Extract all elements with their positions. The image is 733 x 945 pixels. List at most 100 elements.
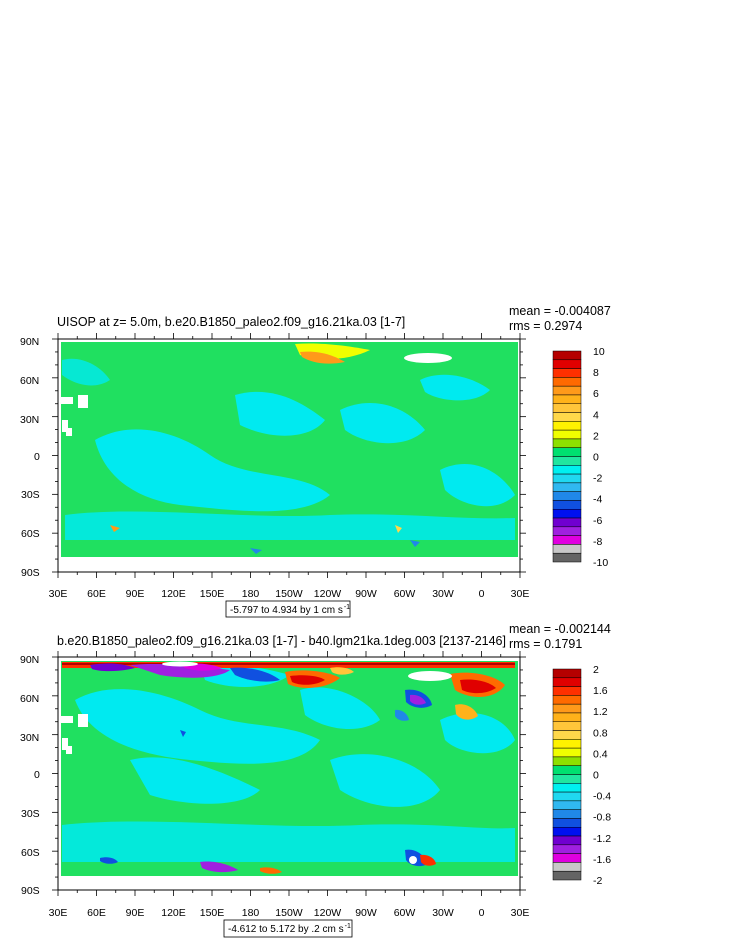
x-tick-label: 60W bbox=[394, 588, 416, 600]
colorbar-label: 0.8 bbox=[593, 727, 608, 739]
colorbar-label: 0 bbox=[593, 452, 599, 464]
x-tick-label: 150E bbox=[200, 907, 225, 919]
colorbar-swatch bbox=[552, 712, 582, 722]
y-tick-label: 60N bbox=[20, 693, 39, 705]
colorbar-swatch bbox=[552, 535, 582, 545]
colorbar-label: 1.2 bbox=[593, 706, 608, 718]
colorbar-swatch bbox=[552, 747, 582, 758]
colorbar-swatch bbox=[552, 385, 582, 396]
x-tick-label: 30W bbox=[432, 907, 454, 919]
x-tick-label: 150W bbox=[275, 907, 303, 919]
colorbar-swatch bbox=[552, 756, 582, 766]
colorbar-swatch bbox=[552, 438, 582, 448]
colorbar-swatch bbox=[552, 739, 582, 749]
colorbar-label: 0 bbox=[593, 770, 599, 782]
panel-2-rms: rms = 0.1791 bbox=[509, 637, 582, 651]
y-tick-label: 0 bbox=[34, 769, 40, 781]
y-tick-label: 90S bbox=[21, 567, 40, 579]
contour-info-text: -4.612 to 5.172 by .2 cm s bbox=[228, 924, 344, 935]
colorbar-swatch bbox=[552, 668, 582, 679]
x-tick-label: 180 bbox=[242, 907, 260, 919]
x-tick-label: 90W bbox=[355, 588, 377, 600]
y-tick-label: 60N bbox=[20, 375, 39, 387]
x-tick-label: 0 bbox=[479, 907, 485, 919]
colorbar-swatch bbox=[552, 552, 582, 563]
colorbar-label: -2 bbox=[593, 473, 602, 485]
colorbar-label: -1.2 bbox=[593, 833, 611, 845]
y-tick-label: 90N bbox=[20, 336, 39, 348]
colorbar-label: 0.4 bbox=[593, 748, 608, 760]
panel-2-contour-info: -4.612 to 5.172 by .2 cm s-1 bbox=[223, 919, 353, 938]
x-tick-label: 30E bbox=[511, 907, 530, 919]
x-tick-label: 120W bbox=[314, 588, 342, 600]
x-tick-label: 150W bbox=[275, 588, 303, 600]
colorbar-label: -2 bbox=[593, 875, 602, 887]
x-tick-label: 30W bbox=[432, 588, 454, 600]
panel-1-y-ticks: 90N 60N 30N 0 30S 60S 90S bbox=[20, 336, 40, 579]
panel-1-contour-info: -5.797 to 4.934 by 1 cm s-1 bbox=[225, 600, 351, 618]
y-tick-label: 30S bbox=[21, 489, 40, 501]
x-tick-label: 120E bbox=[161, 588, 186, 600]
x-tick-label: 120W bbox=[314, 907, 342, 919]
colorbar-swatch bbox=[552, 456, 582, 466]
colorbar-label: 4 bbox=[593, 409, 599, 421]
colorbar-label: 10 bbox=[593, 346, 605, 358]
colorbar-swatch bbox=[552, 686, 582, 696]
colorbar-swatch bbox=[552, 862, 582, 872]
colorbar-swatch bbox=[552, 721, 582, 731]
colorbar-swatch bbox=[552, 818, 582, 828]
colorbar-swatch bbox=[552, 447, 582, 457]
colorbar-label: -8 bbox=[593, 536, 602, 548]
colorbar-label: 2 bbox=[593, 664, 599, 676]
panel-1-map bbox=[52, 333, 526, 578]
panel-1-mean: mean = -0.004087 bbox=[509, 304, 611, 318]
y-tick-label: 0 bbox=[34, 451, 40, 463]
y-tick-label: 30N bbox=[20, 732, 39, 744]
panel-1-title: UISOP at z= 5.0m, b.e20.B1850_paleo2.f09… bbox=[57, 315, 405, 329]
x-tick-label: 30E bbox=[511, 588, 530, 600]
panel-2-map bbox=[52, 651, 526, 896]
contour-info-exponent: -1 bbox=[345, 923, 351, 930]
colorbar-swatch bbox=[552, 695, 582, 705]
colorbar-swatch bbox=[552, 429, 582, 440]
y-tick-label: 90N bbox=[20, 654, 39, 666]
x-tick-label: 0 bbox=[479, 588, 485, 600]
y-tick-label: 30S bbox=[21, 808, 40, 820]
colorbar-swatch bbox=[552, 394, 582, 405]
colorbar-swatch bbox=[552, 482, 582, 492]
panel-1: UISOP at z= 5.0m, b.e20.B1850_paleo2.f09… bbox=[20, 304, 611, 618]
x-tick-label: 90W bbox=[355, 907, 377, 919]
contour-info-exponent: -1 bbox=[344, 604, 350, 611]
y-tick-label: 60S bbox=[21, 528, 40, 540]
x-tick-label: 60W bbox=[394, 907, 416, 919]
colorbar-swatch bbox=[552, 526, 582, 536]
colorbar-swatch bbox=[552, 412, 582, 422]
x-tick-label: 90E bbox=[126, 907, 145, 919]
colorbar-label: 6 bbox=[593, 388, 599, 400]
panel-2-x-ticks: 30E 60E 90E 120E 150E 180 150W 120W 90W … bbox=[49, 907, 530, 919]
colorbar-swatch bbox=[552, 774, 582, 784]
colorbar-swatch bbox=[552, 544, 582, 554]
colorbar-swatch bbox=[552, 500, 582, 510]
colorbar-swatch bbox=[552, 421, 582, 431]
x-tick-label: 60E bbox=[87, 907, 106, 919]
colorbar-swatch bbox=[552, 403, 582, 413]
x-tick-label: 90E bbox=[126, 588, 145, 600]
svg-text:-5.797 to 4.934 by 1 cm s-1: -5.797 to 4.934 by 1 cm s-1 bbox=[230, 604, 350, 616]
colorbar-swatch bbox=[552, 800, 582, 810]
panel-2: b.e20.B1850_paleo2.f09_g16.21ka.03 [1-7]… bbox=[20, 622, 611, 938]
colorbar-label: -10 bbox=[593, 557, 608, 569]
colorbar-swatch bbox=[552, 730, 582, 740]
colorbar-label: -0.8 bbox=[593, 812, 611, 824]
panel-1-x-ticks: 30E 60E 90E 120E 150E 180 150W 120W 90W … bbox=[49, 588, 530, 600]
y-tick-label: 60S bbox=[21, 847, 40, 859]
panel-2-colorbar: 2 1.6 1.2 0.8 0.4 0 -0.4 -0.8 -1.2 -1.6 -2 bbox=[552, 664, 611, 887]
contour-info-text: -5.797 to 4.934 by 1 cm s bbox=[230, 605, 343, 616]
colorbar-swatch bbox=[552, 827, 582, 837]
colorbar-swatch bbox=[552, 835, 582, 846]
colorbar-swatch bbox=[552, 783, 582, 793]
colorbar-label: -1.6 bbox=[593, 854, 611, 866]
panel-2-y-ticks: 90N 60N 30N 0 30S 60S 90S bbox=[20, 654, 40, 897]
colorbar-swatch bbox=[552, 870, 582, 881]
